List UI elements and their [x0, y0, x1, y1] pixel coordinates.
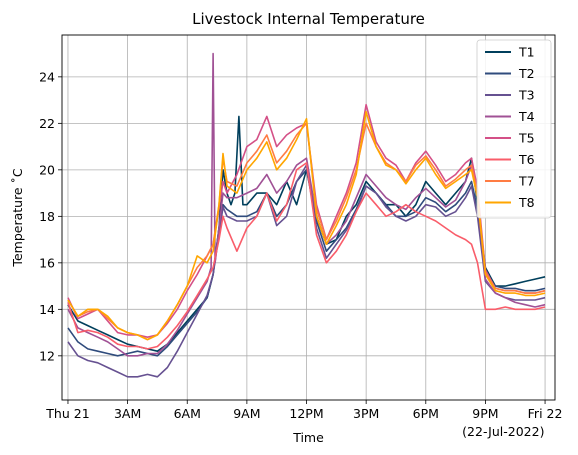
- legend-label-t4: T4: [518, 109, 535, 124]
- legend-label-t3: T3: [518, 88, 535, 103]
- x-tick-label: 9AM: [233, 406, 260, 421]
- series-line-t3: [67, 164, 546, 378]
- x-axis-ticks: Thu 21 3AM 6AM 9AM 12PM 3PM 6PM 9PM Fri 22: [45, 400, 562, 421]
- legend-label-t5: T5: [518, 131, 535, 146]
- y-tick-label: 14: [39, 302, 55, 317]
- x-axis-date-sublabel: (22-Jul-2022): [462, 424, 544, 439]
- x-tick-label: 12PM: [289, 406, 323, 421]
- x-tick-label: 3AM: [114, 406, 141, 421]
- y-tick-label: 24: [39, 69, 55, 84]
- y-tick-label: 22: [39, 116, 55, 131]
- y-tick-label: 18: [39, 209, 55, 224]
- x-axis-title: Time: [292, 430, 324, 445]
- plot-frame: [61, 34, 556, 401]
- series-line-t6: [67, 162, 546, 350]
- series-line-t2: [67, 169, 546, 357]
- y-tick-label: 16: [39, 255, 55, 270]
- series-lines: [67, 52, 546, 378]
- legend-label-t1: T1: [518, 45, 535, 60]
- legend: T1 T2 T3 T4 T5 T6 T7 T8: [476, 39, 552, 219]
- x-tick-label: Thu 21: [45, 406, 89, 421]
- chart-title: Livestock Internal Temperature: [192, 10, 425, 28]
- series-line-t5: [67, 103, 546, 339]
- y-axis-ticks: 12 14 16 18 20 22 24: [39, 69, 62, 363]
- series-line-t8: [67, 110, 546, 341]
- x-tick-label: 3PM: [353, 406, 379, 421]
- legend-label-t6: T6: [518, 152, 535, 167]
- y-tick-label: 12: [39, 348, 55, 363]
- legend-label-t7: T7: [518, 174, 535, 189]
- x-tick-label: 6AM: [174, 406, 201, 421]
- legend-label-t8: T8: [518, 195, 535, 210]
- legend-box: [476, 39, 552, 219]
- x-tick-label: 6PM: [413, 406, 439, 421]
- x-tick-label: 9PM: [472, 406, 498, 421]
- series-line-t4: [67, 52, 546, 357]
- x-tick-label: Fri 22: [528, 406, 563, 421]
- legend-label-t2: T2: [518, 66, 535, 81]
- y-tick-label: 20: [39, 162, 55, 177]
- y-axis-title: Temperature ˚C: [10, 168, 25, 267]
